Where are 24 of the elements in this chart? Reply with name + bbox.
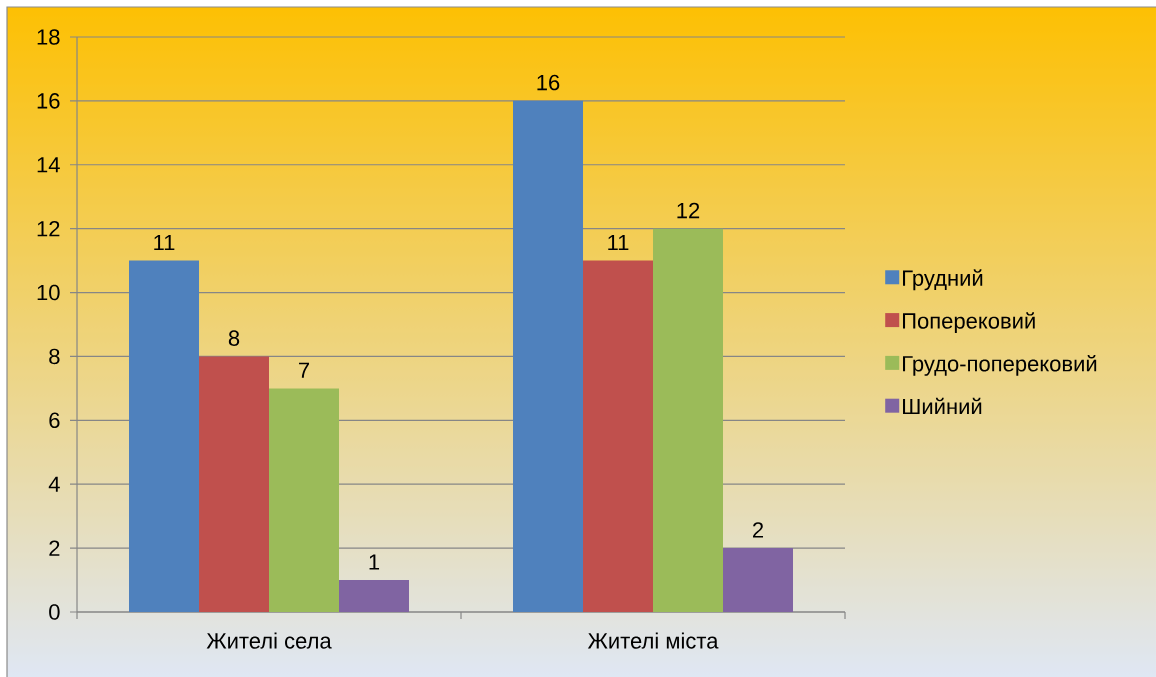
x-tick-label: Жителі міста [587, 632, 719, 649]
data-label: 1 [369, 554, 380, 570]
data-label: 8 [228, 330, 240, 346]
y-tick-label: 8 [49, 348, 60, 365]
data-label: 2 [753, 522, 764, 538]
y-tick-label: 12 [37, 220, 60, 237]
data-label: 11 [154, 234, 175, 251]
data-label: 7 [299, 362, 310, 378]
x-tick-label: Жителі села [206, 632, 332, 649]
data-label: 16 [537, 74, 560, 91]
legend-label: Поперековий [903, 312, 1035, 334]
legend-label: Грудо-поперековий [903, 354, 1097, 376]
legend-label: Грудний [903, 269, 983, 291]
y-tick-label: 0 [49, 604, 60, 620]
data-label: 11 [608, 234, 629, 251]
data-label: 12 [677, 202, 700, 219]
y-tick-label: 6 [49, 412, 60, 429]
y-tick-label: 4 [48, 476, 60, 492]
legend-label: Шийний [903, 397, 982, 415]
y-tick-label: 16 [37, 93, 60, 109]
y-tick-label: 2 [49, 540, 60, 556]
y-tick-label: 14 [37, 157, 60, 173]
y-tick-label: 10 [37, 284, 60, 301]
y-tick-label: 18 [37, 29, 60, 45]
